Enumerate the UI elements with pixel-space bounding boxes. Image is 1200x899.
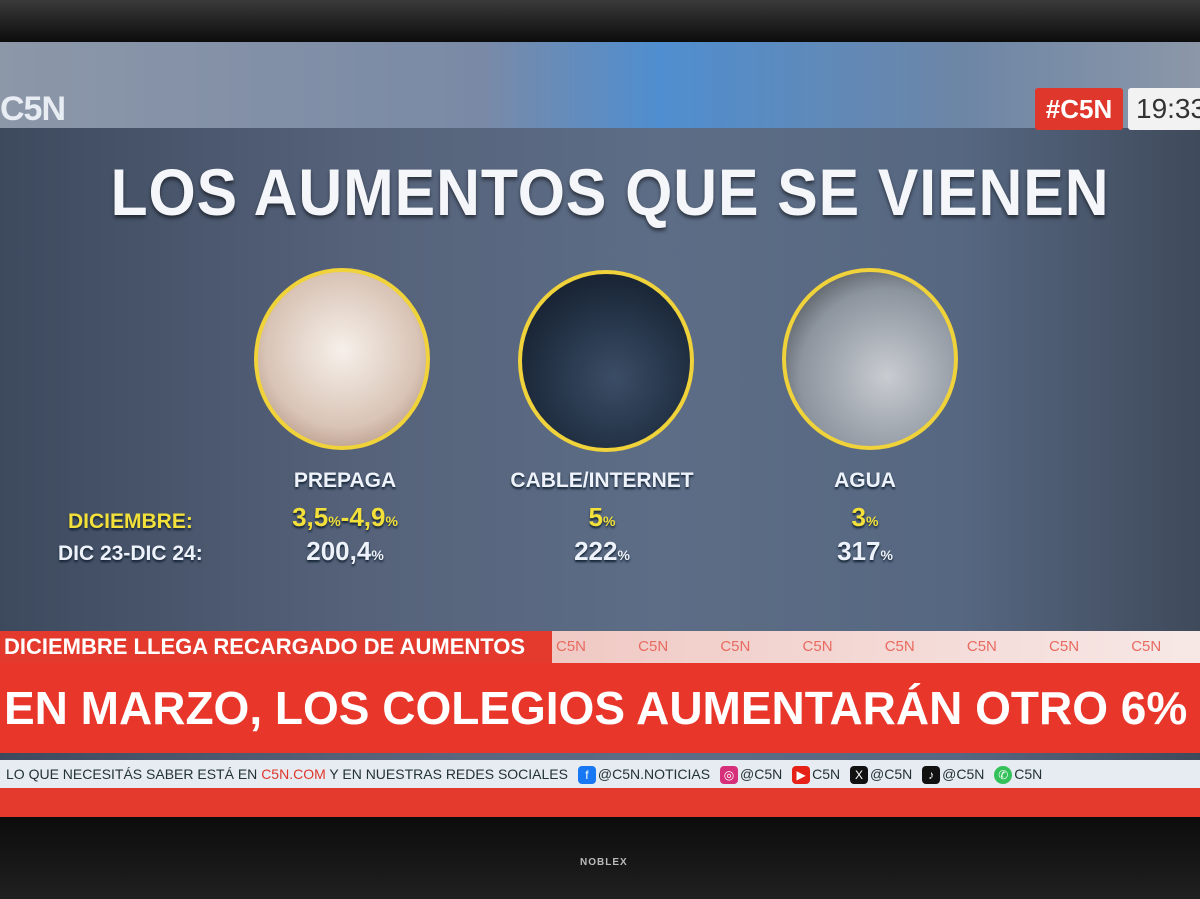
hashtag-badge: #C5N xyxy=(1035,88,1123,130)
tv-screen: C5N #C5N 19:33 LOS AUMENTOS QUE SE VIENE… xyxy=(0,42,1200,817)
kicker: DICIEMBRE LLEGA RECARGADO DE AUMENTOS xyxy=(0,631,552,663)
tv-bezel-top xyxy=(0,0,1200,42)
facebook-icon: f xyxy=(577,766,596,785)
lower-red-bar xyxy=(0,788,1200,817)
social-handle: @C5N xyxy=(740,766,783,782)
year-value: 222% xyxy=(574,536,630,566)
social-handle: @C5N xyxy=(942,766,985,782)
agua-image xyxy=(782,268,958,450)
social-handle: @C5N xyxy=(870,766,913,782)
social-handle: C5N xyxy=(1014,766,1043,782)
site-link: C5N.COM xyxy=(261,766,326,782)
headline: EN MARZO, LOS COLEGIOS AUMENTARÁN OTRO 6… xyxy=(0,663,1200,753)
whatsapp-icon: ✆ xyxy=(994,766,1013,785)
month-value: 3,5%-4,9% xyxy=(292,502,398,532)
prepaga-image xyxy=(254,268,430,450)
item-label: AGUA xyxy=(834,469,896,492)
tiktok-icon: ♪ xyxy=(922,766,941,785)
ticker-prefix: LO QUE NECESITÁS SABER ESTÁ EN xyxy=(6,766,262,782)
year-value: 317% xyxy=(837,536,893,566)
top-bar xyxy=(0,42,1200,128)
graphic-title: LOS AUMENTOS QUE SE VIENEN xyxy=(110,155,1110,229)
x-icon: X xyxy=(850,766,869,785)
item-label: CABLE/INTERNET xyxy=(510,469,694,492)
ticker-suffix: Y EN NUESTRAS REDES SOCIALES xyxy=(325,766,568,782)
cable-internet-image xyxy=(518,270,694,452)
row-label-year: DIC 23-DIC 24: xyxy=(58,542,203,565)
tv-bezel-bottom: NOBLEX xyxy=(0,817,1200,899)
item-label: PREPAGA xyxy=(293,469,397,492)
social-handle: @C5N.NOTICIAS xyxy=(597,766,711,782)
watermark-strip: C5N C5N C5N C5N C5N C5N C5N C5N C5N xyxy=(552,631,1200,663)
channel-logo: C5N xyxy=(0,90,66,128)
social-handle: C5N xyxy=(812,766,841,782)
month-value: 3% xyxy=(851,502,879,532)
year-value: 200,4% xyxy=(306,536,384,566)
tv-brand: NOBLEX xyxy=(580,857,628,868)
clock: 19:33 xyxy=(1128,88,1200,130)
month-value: 5% xyxy=(588,502,616,532)
youtube-icon: ▶ xyxy=(792,766,811,785)
ticker: LO QUE NECESITÁS SABER ESTÁ EN C5N.COM Y… xyxy=(0,760,1200,788)
row-label-month: DICIEMBRE: xyxy=(68,510,193,533)
instagram-icon: ◎ xyxy=(720,766,738,785)
